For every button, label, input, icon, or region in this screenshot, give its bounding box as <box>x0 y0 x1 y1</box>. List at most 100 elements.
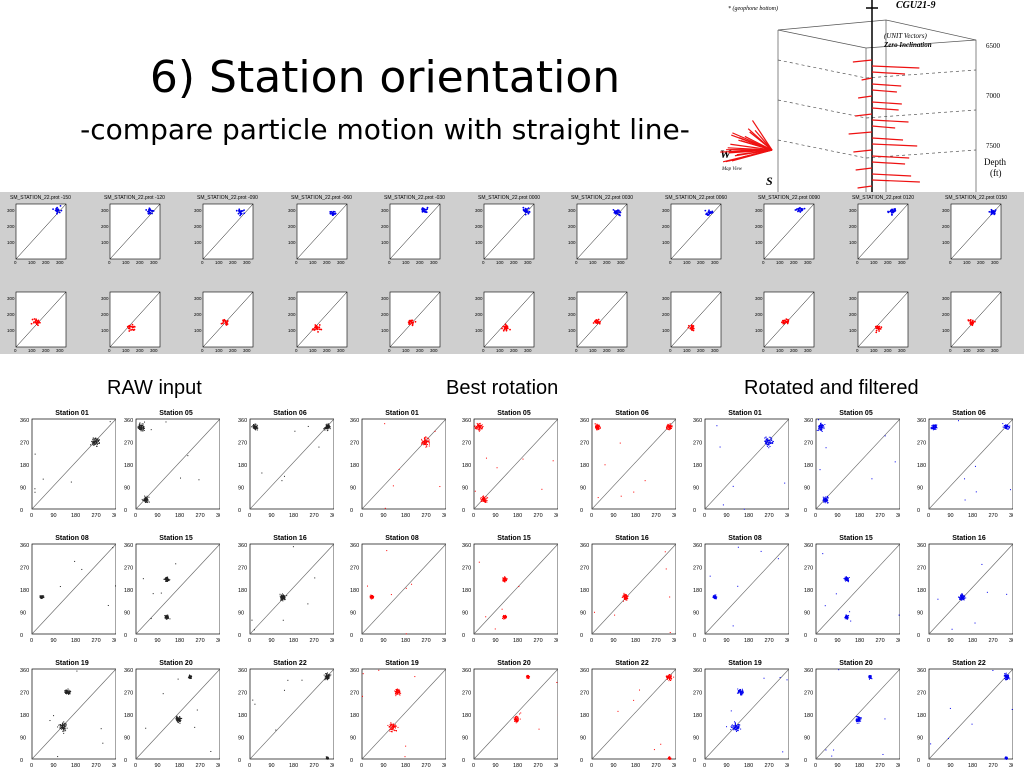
svg-text:200: 200 <box>475 224 483 229</box>
svg-text:0: 0 <box>949 260 952 264</box>
svg-text:0: 0 <box>350 758 353 764</box>
svg-text:0: 0 <box>108 348 111 352</box>
station-plot: Station 19 360 270 180 90 0 0 90 180 270 360 <box>20 660 116 768</box>
svg-text:180: 180 <box>804 713 813 719</box>
best-rotation-label: Best rotation <box>446 377 559 399</box>
svg-text:0: 0 <box>917 633 920 639</box>
svg-text:100: 100 <box>568 240 576 245</box>
svg-text:0: 0 <box>360 513 363 518</box>
svg-text:100: 100 <box>568 328 576 333</box>
svg-text:270: 270 <box>462 566 471 572</box>
svg-text:270: 270 <box>350 691 359 697</box>
svg-text:360: 360 <box>124 418 133 424</box>
svg-text:100: 100 <box>662 328 670 333</box>
svg-text:180: 180 <box>855 638 864 643</box>
station-plot: Station 15 360 270 180 90 0 0 90 180 270 360 <box>462 535 558 643</box>
svg-text:90: 90 <box>804 736 810 742</box>
svg-text:360: 360 <box>785 638 789 643</box>
south-label: S <box>766 174 773 188</box>
svg-text:300: 300 <box>849 208 857 213</box>
rotation-plot-blue: SM_STATION_22.prot -120 300 200 100 0 100 200 3… <box>101 195 165 264</box>
svg-text:90: 90 <box>724 763 730 768</box>
svg-text:90: 90 <box>124 736 130 742</box>
svg-text:200: 200 <box>790 260 798 264</box>
rotation-plot-title: SM_STATION_22.prot 0030 <box>571 195 633 201</box>
svg-text:200: 200 <box>697 260 705 264</box>
svg-text:180: 180 <box>20 463 29 469</box>
svg-text:180: 180 <box>238 588 247 594</box>
svg-text:300: 300 <box>755 208 763 213</box>
svg-text:100: 100 <box>288 328 296 333</box>
svg-text:300: 300 <box>475 208 483 213</box>
svg-text:180: 180 <box>917 713 926 719</box>
station-plot: Station 06 360 270 180 90 0 0 90 180 270 360 <box>238 410 334 518</box>
svg-text:90: 90 <box>462 611 468 617</box>
svg-text:90: 90 <box>51 763 57 768</box>
svg-text:100: 100 <box>288 240 296 245</box>
rotation-plot-red: 300 200 100 0 100 200 300 <box>662 291 721 352</box>
svg-text:100: 100 <box>870 348 878 352</box>
svg-text:360: 360 <box>112 513 116 518</box>
svg-text:300: 300 <box>475 296 483 301</box>
svg-text:200: 200 <box>755 224 763 229</box>
svg-text:100: 100 <box>7 328 15 333</box>
svg-text:0: 0 <box>472 763 475 768</box>
svg-text:180: 180 <box>744 638 753 643</box>
station-plot-title: Station 20 <box>497 660 531 667</box>
svg-text:200: 200 <box>381 312 389 317</box>
depth-label: Depth <box>984 157 1006 167</box>
svg-text:360: 360 <box>350 418 359 424</box>
svg-text:100: 100 <box>101 328 109 333</box>
svg-text:300: 300 <box>942 296 950 301</box>
svg-text:100: 100 <box>942 240 950 245</box>
svg-text:180: 180 <box>350 588 359 594</box>
svg-text:300: 300 <box>288 296 296 301</box>
svg-text:90: 90 <box>381 513 387 518</box>
rotation-plot-title: SM_STATION_22.prot 0150 <box>945 195 1007 201</box>
svg-text:0: 0 <box>472 513 475 518</box>
rotation-plot-title: SM_STATION_22.prot 0120 <box>852 195 914 201</box>
svg-text:270: 270 <box>876 513 885 518</box>
svg-text:90: 90 <box>580 486 586 492</box>
svg-text:180: 180 <box>968 513 977 518</box>
svg-text:0: 0 <box>248 513 251 518</box>
svg-text:270: 270 <box>310 763 319 768</box>
svg-text:270: 270 <box>765 638 774 643</box>
svg-text:0: 0 <box>856 260 859 264</box>
svg-text:0: 0 <box>134 513 137 518</box>
svg-text:90: 90 <box>155 638 161 643</box>
svg-text:180: 180 <box>804 588 813 594</box>
rotation-plot-title: SM_STATION_22.prot -120 <box>104 195 165 201</box>
svg-text:90: 90 <box>804 486 810 492</box>
svg-text:300: 300 <box>804 348 812 352</box>
svg-text:200: 200 <box>7 312 15 317</box>
svg-text:270: 270 <box>310 513 319 518</box>
svg-text:90: 90 <box>948 638 954 643</box>
svg-text:100: 100 <box>776 260 784 264</box>
station-plot: Station 05 360 270 180 90 0 0 90 180 270 360 <box>124 410 220 518</box>
svg-text:90: 90 <box>835 763 841 768</box>
raw-input-label: RAW input <box>107 377 202 399</box>
svg-text:200: 200 <box>697 348 705 352</box>
svg-text:300: 300 <box>243 260 251 264</box>
svg-text:100: 100 <box>496 348 504 352</box>
svg-text:0: 0 <box>350 633 353 639</box>
svg-text:200: 200 <box>942 224 950 229</box>
svg-text:0: 0 <box>124 633 127 639</box>
svg-text:300: 300 <box>381 296 389 301</box>
station-plot: Station 15 360 270 180 90 0 0 90 180 270 360 <box>124 535 220 643</box>
svg-text:100: 100 <box>309 260 317 264</box>
svg-text:270: 270 <box>652 763 661 768</box>
depth-7000: 7000 <box>986 92 1001 100</box>
svg-text:270: 270 <box>917 691 926 697</box>
svg-text:300: 300 <box>7 208 15 213</box>
svg-text:180: 180 <box>744 513 753 518</box>
svg-text:360: 360 <box>124 668 133 674</box>
svg-text:90: 90 <box>724 638 730 643</box>
svg-text:270: 270 <box>804 566 813 572</box>
svg-text:360: 360 <box>554 763 558 768</box>
station-plot-title: Station 16 <box>952 535 986 542</box>
svg-text:180: 180 <box>401 513 410 518</box>
svg-text:0: 0 <box>295 348 298 352</box>
svg-text:270: 270 <box>534 638 543 643</box>
